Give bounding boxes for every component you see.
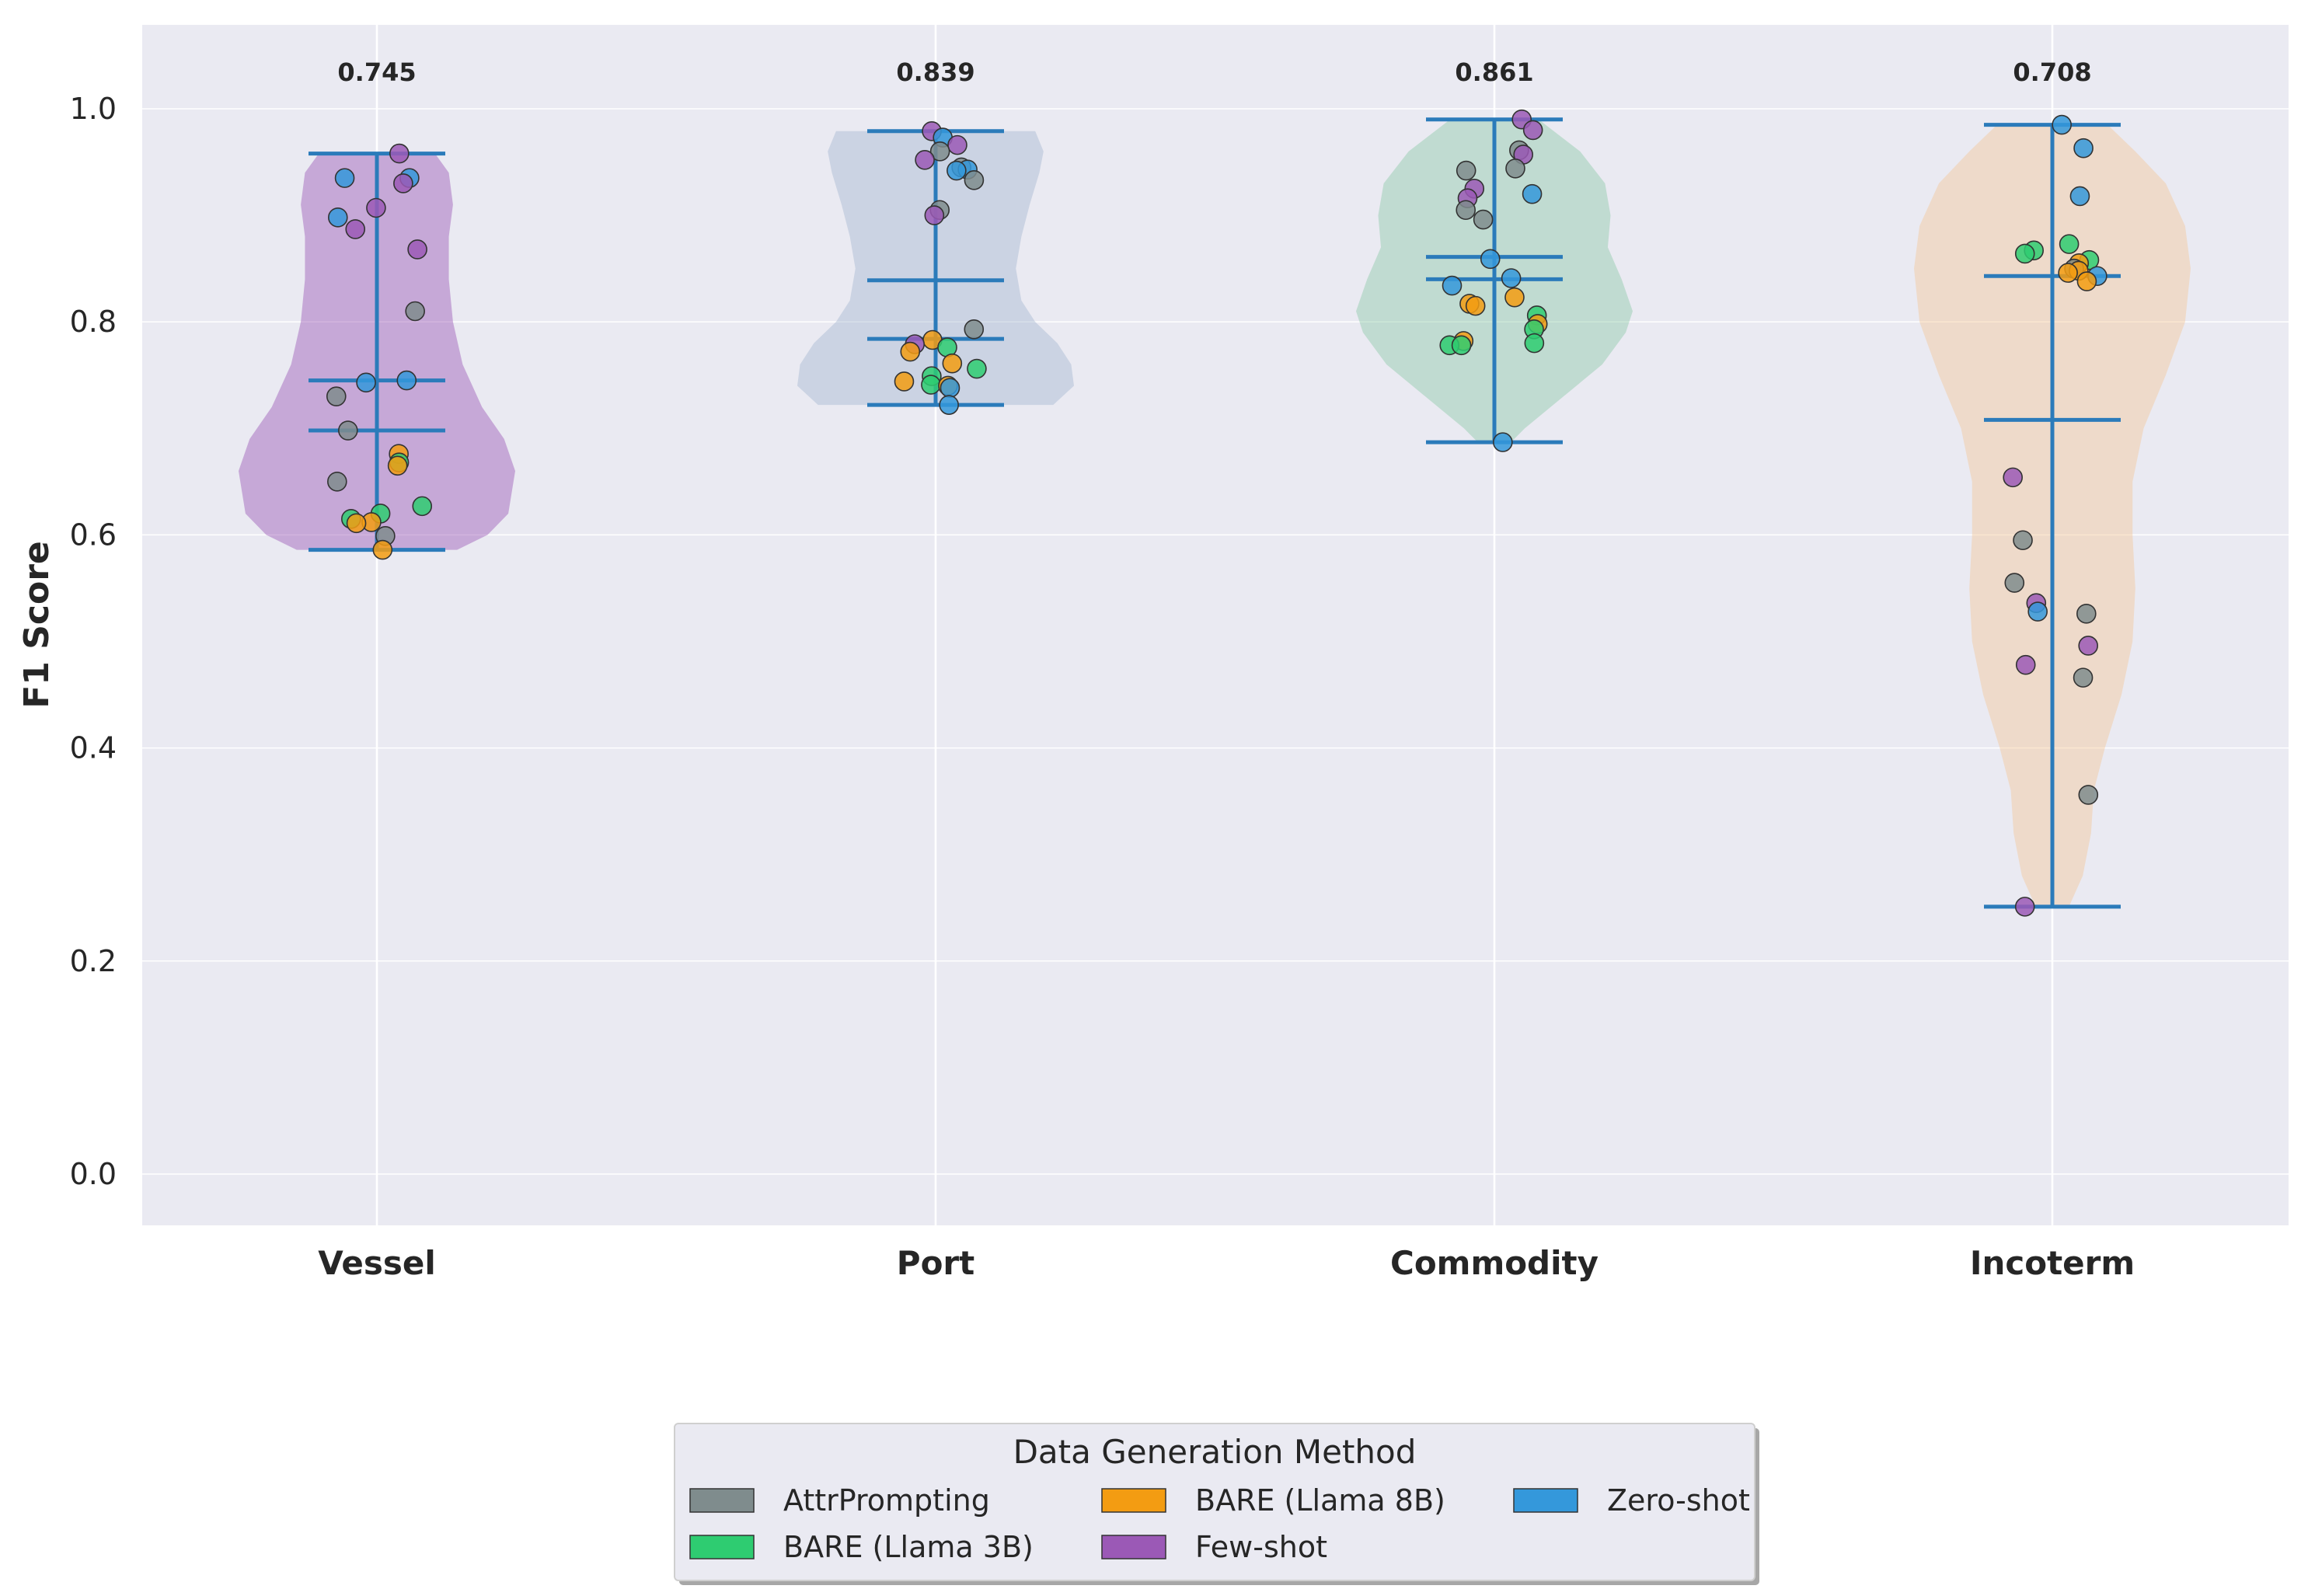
point-port-attrprompting	[964, 319, 985, 340]
x-tick-label-incoterm: Incoterm	[1970, 1244, 2135, 1282]
legend-box	[674, 1423, 1755, 1581]
point-vessel-attrprompting	[405, 301, 425, 322]
point-commodity-attrprompting	[1473, 209, 1494, 230]
y-axis-label: F1 Score	[17, 541, 57, 709]
point-port-zero-shot	[940, 378, 961, 399]
point-port-few-shot	[924, 205, 945, 225]
point-vessel-few-shot	[393, 173, 413, 193]
legend-label-bare-llama-8b[interactable]: BARE (Llama 8B)	[1195, 1483, 1445, 1518]
x-tick-label-vessel: Vessel	[318, 1244, 436, 1282]
mean-label-incoterm: 0.708	[2013, 57, 2091, 87]
point-vessel-bare-llama-8b	[372, 539, 393, 560]
legend-swatch-zero-shot	[1513, 1488, 1578, 1513]
point-vessel-attrprompting	[326, 386, 347, 406]
y-axis: 0.0 0.2 0.4 0.6 0.8 1.0	[70, 92, 117, 1191]
point-vessel-few-shot	[366, 197, 386, 218]
point-commodity-zero-shot	[1522, 183, 1543, 204]
point-port-attrprompting	[964, 170, 985, 190]
legend-label-few-shot[interactable]: Few-shot	[1195, 1530, 1327, 1564]
legend[interactable]: Data Generation Method AttrPrompting BARE …	[674, 1423, 1759, 1585]
point-incoterm-bare-llama-3b	[2059, 234, 2080, 254]
point-vessel-few-shot	[345, 219, 366, 239]
point-vessel-bare-llama-3b	[412, 496, 433, 517]
legend-swatch-attrprompting	[689, 1488, 755, 1513]
point-incoterm-few-shot	[2078, 636, 2098, 656]
x-axis: Vessel Port Commodity Incoterm	[318, 1244, 2135, 1282]
point-incoterm-zero-shot	[2027, 601, 2048, 622]
point-incoterm-few-shot	[2015, 654, 2036, 675]
point-vessel-zero-shot	[356, 372, 376, 393]
point-port-zero-shot	[947, 160, 967, 181]
y-tick-label: 0.4	[70, 731, 117, 765]
point-port-zero-shot	[939, 395, 959, 415]
point-commodity-bare-llama-3b	[1451, 335, 1472, 356]
legend-label-bare-llama-3b[interactable]: BARE (Llama 3B)	[783, 1530, 1034, 1564]
point-vessel-few-shot	[407, 239, 427, 260]
point-port-few-shot	[915, 150, 935, 170]
point-incoterm-attrprompting	[2076, 604, 2097, 624]
legend-label-attrprompting[interactable]: AttrPrompting	[783, 1483, 990, 1518]
x-tick-label-commodity: Commodity	[1390, 1244, 1599, 1282]
legend-swatch-bare-llama-8b	[1101, 1488, 1166, 1513]
point-incoterm-attrprompting	[2073, 667, 2094, 688]
point-incoterm-attrprompting	[2004, 573, 2025, 593]
data-points	[326, 109, 2108, 917]
mean-labels: 0.745 0.839 0.861 0.708	[337, 57, 2091, 87]
point-port-few-shot	[947, 134, 967, 155]
y-tick-label: 0.0	[70, 1157, 117, 1191]
y-tick-label: 0.6	[70, 517, 117, 552]
point-incoterm-attrprompting	[2078, 785, 2099, 805]
point-incoterm-bare-llama-8b	[2058, 263, 2078, 283]
mean-label-commodity: 0.861	[1455, 57, 1533, 87]
point-incoterm-bare-llama-3b	[2014, 243, 2035, 264]
point-commodity-attrprompting	[1456, 200, 1476, 221]
point-port-bare-llama-8b	[900, 341, 921, 362]
point-commodity-zero-shot	[1501, 268, 1522, 288]
point-commodity-zero-shot	[1493, 432, 1513, 452]
point-port-bare-llama-3b	[967, 358, 987, 379]
point-incoterm-few-shot	[2003, 467, 2023, 488]
point-vessel-zero-shot	[334, 168, 355, 188]
legend-swatch-bare-llama-3b	[689, 1535, 755, 1559]
point-incoterm-zero-shot	[2073, 138, 2094, 159]
point-incoterm-attrprompting	[2013, 530, 2033, 551]
x-tick-label-port: Port	[897, 1244, 974, 1282]
point-vessel-few-shot	[389, 143, 410, 164]
point-commodity-bare-llama-3b	[1524, 333, 1545, 354]
point-port-attrprompting	[929, 141, 950, 162]
legend-title: Data Generation Method	[1013, 1433, 1417, 1471]
point-incoterm-zero-shot	[2052, 114, 2072, 135]
point-commodity-bare-llama-8b	[1465, 295, 1486, 316]
mean-label-vessel: 0.745	[337, 57, 416, 87]
point-vessel-attrprompting	[337, 420, 358, 441]
legend-label-zero-shot[interactable]: Zero-shot	[1607, 1483, 1750, 1518]
plot-area-background	[142, 25, 2289, 1225]
point-vessel-zero-shot	[328, 207, 348, 228]
point-port-bare-llama-3b	[921, 375, 941, 395]
point-vessel-zero-shot	[396, 370, 417, 391]
point-commodity-zero-shot	[1442, 275, 1463, 296]
point-commodity-few-shot	[1522, 120, 1543, 141]
point-commodity-attrprompting	[1456, 160, 1476, 181]
mean-label-port: 0.839	[896, 57, 974, 87]
point-incoterm-bare-llama-8b	[2076, 271, 2097, 291]
point-vessel-attrprompting	[327, 472, 347, 492]
point-vessel-bare-llama-8b	[346, 513, 367, 534]
point-incoterm-zero-shot	[2069, 186, 2090, 207]
point-vessel-bare-llama-8b	[387, 455, 408, 476]
y-tick-label: 0.8	[70, 305, 117, 339]
y-tick-label: 1.0	[70, 92, 117, 126]
point-commodity-bare-llama-8b	[1504, 287, 1525, 308]
legend-swatch-few-shot	[1101, 1535, 1166, 1559]
y-tick-label: 0.2	[70, 944, 117, 978]
point-port-bare-llama-8b	[894, 371, 915, 392]
point-port-bare-llama-8b	[942, 353, 963, 374]
point-commodity-zero-shot	[1480, 249, 1501, 270]
point-incoterm-few-shot	[2014, 897, 2035, 917]
point-commodity-attrprompting	[1505, 158, 1525, 179]
